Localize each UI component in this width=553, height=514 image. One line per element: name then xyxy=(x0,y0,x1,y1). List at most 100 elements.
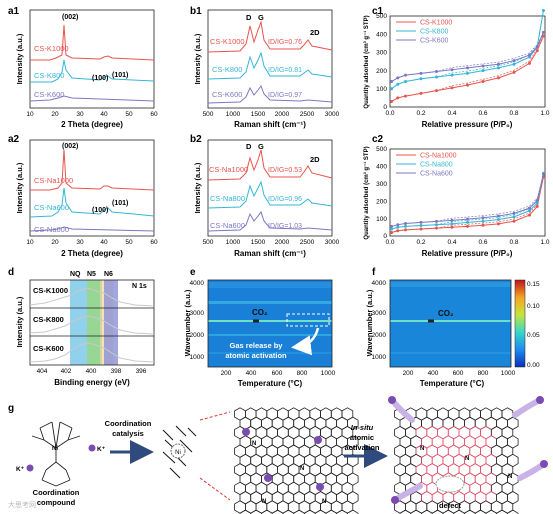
tick-label-b2-x1: 1000 xyxy=(226,239,241,246)
k-atom-4 xyxy=(316,483,324,491)
zoom-line-bottom xyxy=(199,477,231,501)
band-n6 xyxy=(104,280,118,365)
annotation-b1-d: D xyxy=(246,13,252,22)
series-line-c2-1 xyxy=(391,173,544,230)
data-point-c1-1-8 xyxy=(497,66,500,70)
tick-label-e-y1: 2000 xyxy=(190,332,205,339)
data-point-c1-2-12 xyxy=(541,30,545,34)
data-point-c2-0-9 xyxy=(512,219,516,223)
data-point-c1-0-11 xyxy=(535,49,539,53)
band-label-n6: N6 xyxy=(104,271,113,278)
tick-label-a2-x2: 30 xyxy=(76,239,84,246)
data-point-c2-0-4 xyxy=(435,226,438,230)
n-dopant-6: N xyxy=(465,456,469,462)
defect-site xyxy=(435,475,465,493)
data-point-c1-0-4 xyxy=(435,89,438,93)
tick-label-c1-y5: 500 xyxy=(376,13,387,20)
colorbar-tick-0: 0.15 xyxy=(527,281,540,288)
tick-label-a1-x3: 40 xyxy=(100,111,108,118)
tick-label-e-y2: 3000 xyxy=(190,310,205,317)
legend-label-c1-1: CS-K800 xyxy=(420,28,449,35)
panel-label-b2: b2 xyxy=(190,134,202,145)
series-line-a1-k800 xyxy=(30,59,155,83)
axis-label-b2-x: Raman shift (cm⁻¹) xyxy=(234,249,306,258)
chart-a1: CS-K1000 CS-K800 CS-K600 (002) (100) (10… xyxy=(15,9,158,129)
data-point-c2-1-3 xyxy=(419,224,423,228)
data-point-c2-0-10 xyxy=(528,213,531,217)
annotation-a1-101: (101) xyxy=(112,72,128,79)
data-point-c2-1-11 xyxy=(535,201,539,205)
band-label-n5: N5 xyxy=(87,271,96,278)
data-point-c1-1-2 xyxy=(404,80,407,84)
series-label-d-k600: CS-K600 xyxy=(33,344,64,353)
data-point-c2-1-6 xyxy=(466,220,469,224)
heatmap-f-band-top xyxy=(390,282,511,287)
series-label-d-k1000: CS-K1000 xyxy=(33,286,68,295)
series-label-a2-na600: CS-Na600 xyxy=(34,203,69,212)
k-trail-2 xyxy=(512,397,543,418)
plot-frame-c2 xyxy=(389,148,546,237)
legend-label-c1-0: CS-K1000 xyxy=(420,19,452,26)
tick-label-e-y3: 4000 xyxy=(190,280,205,287)
tick-label-e-y0: 1000 xyxy=(190,354,205,361)
series-line-a2-na1000 xyxy=(30,149,155,191)
heatmap-f-band-2 xyxy=(390,352,511,354)
tick-label-c1-x2: 0.4 xyxy=(447,110,456,117)
compound-label-line1: Coordination xyxy=(33,488,80,497)
tick-label-f-x2: 600 xyxy=(453,370,464,377)
data-point-c1-2-2 xyxy=(404,73,407,77)
tick-label-f-y2: 3000 xyxy=(372,310,387,317)
tick-label-f-x4: 1000 xyxy=(501,370,516,377)
n-dopant-1: N xyxy=(252,441,256,447)
colorbar-tick-2: 0.05 xyxy=(527,332,540,339)
tick-label-b2-x3: 2000 xyxy=(275,239,290,246)
axis-label-e-y: Wavenumber (a.u.) xyxy=(183,289,192,356)
highlight-box-e xyxy=(286,313,330,327)
ratio-label-b1-k1000: ID/IG=0.76 xyxy=(268,39,302,46)
series-desorption-c2-0 xyxy=(391,176,544,233)
tick-label-f-x3: 800 xyxy=(478,370,489,377)
panel-label-a1: a1 xyxy=(8,6,20,17)
data-point-c2-1-10 xyxy=(528,209,531,213)
axis-label-b2-y: Intensity (a.u.) xyxy=(193,162,202,213)
n-dopant-2: N xyxy=(300,466,304,472)
band-label-nq: NQ xyxy=(70,271,81,278)
tick-label-b1-x1: 1000 xyxy=(226,111,241,118)
data-point-c1-1-4 xyxy=(435,75,438,79)
tick-label-c2-x2: 0.4 xyxy=(447,239,456,246)
axis-label-c1-x: Relative pressure (P/P₀) xyxy=(422,120,513,129)
data-point-c1-2-6 xyxy=(466,66,469,70)
tick-label-c2-x3: 0.6 xyxy=(478,239,487,246)
axis-label-f-x: Temperature (°C) xyxy=(420,379,485,388)
tick-label-b2-x0: 500 xyxy=(203,239,214,246)
tick-label-c2-y2: 200 xyxy=(376,198,387,205)
data-point-c1-0-10 xyxy=(528,61,531,65)
legend-label-c1-2: CS-K600 xyxy=(420,37,449,44)
spectrum-d-k600 xyxy=(29,342,155,363)
tick-label-e-x1: 400 xyxy=(246,370,257,377)
ratio-label-b1-k800: ID/IG=0.81 xyxy=(268,67,302,74)
arrow2-label-line3: activation xyxy=(344,443,379,452)
data-point-c1-0-6 xyxy=(466,83,469,87)
axis-label-b1-y: Intensity (a.u.) xyxy=(193,33,202,84)
series-label-b2-na600: CS-Na600 xyxy=(210,221,245,230)
co2-label-f: CO₂ xyxy=(438,309,454,318)
k-atom-3 xyxy=(264,474,272,482)
k-ion-left-icon xyxy=(26,464,34,472)
data-point-c2-2-8 xyxy=(497,214,500,218)
tick-label-f-y1: 2000 xyxy=(372,332,387,339)
tick-label-c1-y1: 100 xyxy=(376,86,387,93)
ratio-label-b1-k600: ID/IG=0.97 xyxy=(268,92,302,99)
data-point-c2-1-1 xyxy=(396,225,400,229)
arrow2-label-line2: atomic xyxy=(350,433,374,442)
heatmap-f-co2-peak xyxy=(428,319,434,323)
series-desorption-c2-1 xyxy=(391,173,544,230)
n-dopant-4: N xyxy=(322,499,326,505)
tick-label-b1-x0: 500 xyxy=(203,111,214,118)
data-point-c2-0-0 xyxy=(390,231,394,235)
k-atom-7 xyxy=(391,496,399,504)
tick-label-b1-x2: 1500 xyxy=(251,111,266,118)
hexagon-cell-lattice1-123 xyxy=(261,509,273,514)
data-point-c1-0-7 xyxy=(481,80,485,84)
annotation-a2-100: (100) xyxy=(92,207,108,214)
